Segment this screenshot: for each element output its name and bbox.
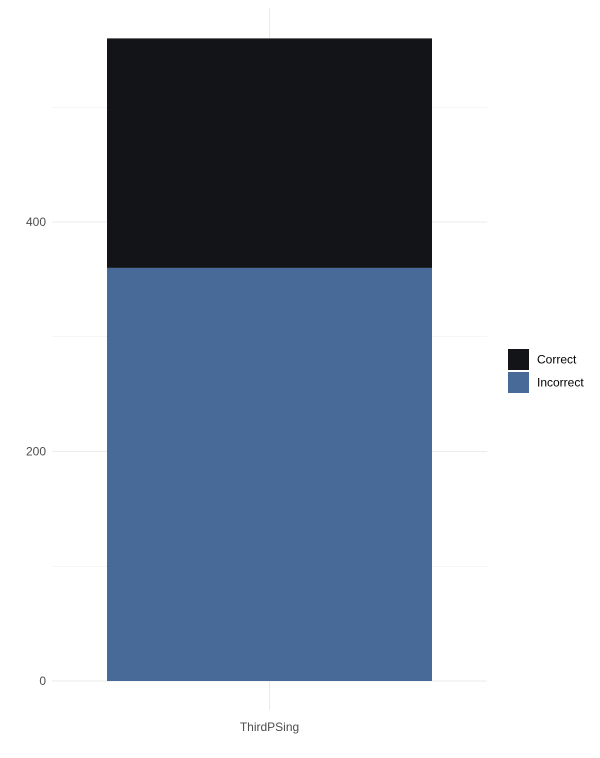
y-tick-label: 400 — [26, 215, 46, 229]
y-tick-label: 0 — [39, 674, 46, 688]
legend-key-incorrect — [508, 372, 529, 393]
legend-label-incorrect: Incorrect — [537, 376, 584, 390]
legend-label-correct: Correct — [537, 353, 577, 367]
legend-key-correct — [508, 349, 529, 370]
legend: Correct Incorrect — [508, 349, 584, 393]
bar-incorrect — [107, 267, 432, 681]
x-axis-ticks: ThirdPSing — [240, 720, 299, 734]
y-axis-ticks: 0 200 400 — [26, 215, 46, 688]
bars — [107, 38, 432, 681]
x-tick-label: ThirdPSing — [240, 720, 299, 734]
bar-correct — [107, 38, 432, 268]
y-tick-label: 200 — [26, 445, 46, 459]
